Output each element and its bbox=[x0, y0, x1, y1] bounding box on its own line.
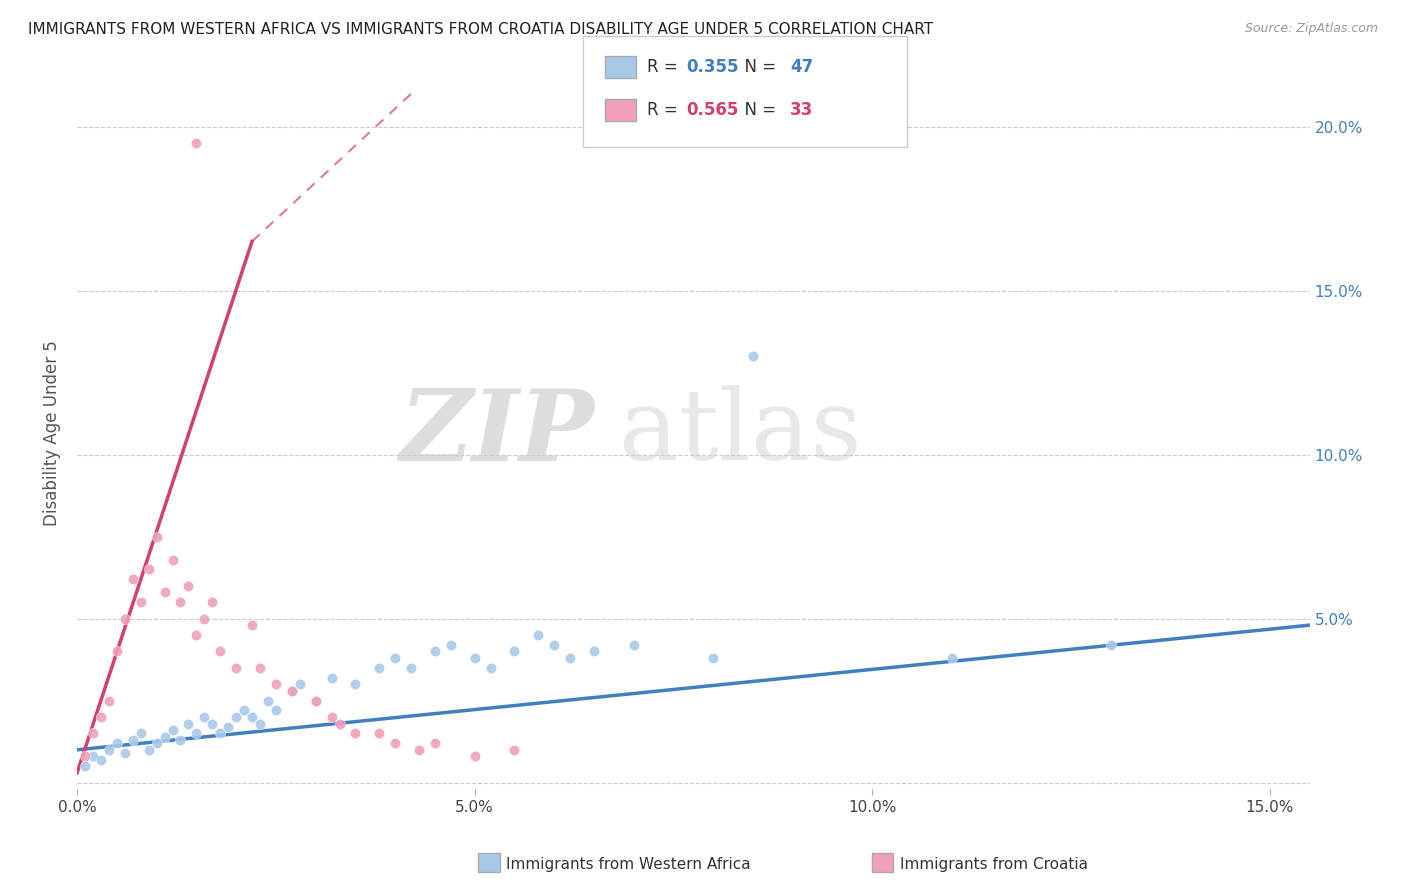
Point bbox=[321, 710, 343, 724]
Point bbox=[162, 723, 184, 738]
Point bbox=[177, 716, 200, 731]
Point bbox=[73, 759, 96, 773]
Point bbox=[344, 726, 367, 740]
Point bbox=[145, 736, 167, 750]
Point bbox=[240, 618, 263, 632]
Text: 47: 47 bbox=[790, 58, 814, 76]
Text: IMMIGRANTS FROM WESTERN AFRICA VS IMMIGRANTS FROM CROATIA DISABILITY AGE UNDER 5: IMMIGRANTS FROM WESTERN AFRICA VS IMMIGR… bbox=[28, 22, 934, 37]
Text: 0.565: 0.565 bbox=[686, 101, 738, 119]
Point bbox=[344, 677, 367, 691]
Point bbox=[114, 611, 136, 625]
Point bbox=[1099, 638, 1122, 652]
Point bbox=[249, 661, 271, 675]
Point bbox=[543, 638, 565, 652]
Point bbox=[129, 595, 152, 609]
Point bbox=[368, 661, 391, 675]
Text: R =: R = bbox=[647, 58, 683, 76]
Point bbox=[193, 611, 215, 625]
Text: Immigrants from Croatia: Immigrants from Croatia bbox=[900, 857, 1088, 871]
Point bbox=[503, 743, 526, 757]
Point bbox=[264, 677, 287, 691]
Point bbox=[201, 716, 224, 731]
Point bbox=[97, 743, 120, 757]
Text: Immigrants from Western Africa: Immigrants from Western Africa bbox=[506, 857, 751, 871]
Point bbox=[702, 651, 724, 665]
Point bbox=[186, 136, 208, 150]
Point bbox=[193, 710, 215, 724]
Point bbox=[328, 716, 350, 731]
Point bbox=[169, 733, 191, 747]
Point bbox=[105, 736, 128, 750]
Point bbox=[138, 562, 160, 576]
Point bbox=[209, 726, 232, 740]
Text: 0.355: 0.355 bbox=[686, 58, 738, 76]
Point bbox=[464, 749, 486, 764]
Text: N =: N = bbox=[734, 58, 782, 76]
Point bbox=[162, 552, 184, 566]
Point bbox=[186, 726, 208, 740]
Point bbox=[623, 638, 645, 652]
Point bbox=[169, 595, 191, 609]
Point bbox=[479, 661, 502, 675]
Point bbox=[73, 749, 96, 764]
Point bbox=[225, 661, 247, 675]
Point bbox=[217, 720, 239, 734]
Point bbox=[121, 733, 143, 747]
Y-axis label: Disability Age Under 5: Disability Age Under 5 bbox=[44, 341, 60, 526]
Text: Source: ZipAtlas.com: Source: ZipAtlas.com bbox=[1244, 22, 1378, 36]
Point bbox=[503, 644, 526, 658]
Point bbox=[321, 671, 343, 685]
Point bbox=[399, 661, 422, 675]
Point bbox=[186, 628, 208, 642]
Point bbox=[368, 726, 391, 740]
Point bbox=[201, 595, 224, 609]
Point bbox=[129, 726, 152, 740]
Point bbox=[177, 579, 200, 593]
Point bbox=[288, 677, 311, 691]
Point bbox=[423, 644, 446, 658]
Text: R =: R = bbox=[647, 101, 683, 119]
Point bbox=[82, 726, 104, 740]
Point bbox=[97, 693, 120, 707]
Point bbox=[121, 572, 143, 586]
Text: atlas: atlas bbox=[620, 385, 862, 481]
Point bbox=[114, 746, 136, 760]
Point bbox=[408, 743, 430, 757]
Text: N =: N = bbox=[734, 101, 782, 119]
Point bbox=[105, 644, 128, 658]
Point bbox=[225, 710, 247, 724]
Point bbox=[305, 693, 328, 707]
Point bbox=[558, 651, 581, 665]
Point bbox=[582, 644, 605, 658]
Point bbox=[264, 703, 287, 717]
Point bbox=[384, 651, 406, 665]
Text: 33: 33 bbox=[790, 101, 814, 119]
Point bbox=[384, 736, 406, 750]
Point bbox=[281, 683, 304, 698]
Text: ZIP: ZIP bbox=[399, 385, 595, 482]
Point bbox=[464, 651, 486, 665]
Point bbox=[90, 753, 112, 767]
Point bbox=[257, 693, 280, 707]
Point bbox=[305, 693, 328, 707]
Point bbox=[440, 638, 463, 652]
Point bbox=[153, 585, 176, 599]
Point bbox=[209, 644, 232, 658]
Point bbox=[281, 683, 304, 698]
Point bbox=[742, 349, 765, 363]
Point bbox=[941, 651, 963, 665]
Point bbox=[249, 716, 271, 731]
Point bbox=[233, 703, 256, 717]
Point bbox=[145, 530, 167, 544]
Point bbox=[527, 628, 550, 642]
Point bbox=[90, 710, 112, 724]
Point bbox=[240, 710, 263, 724]
Point bbox=[138, 743, 160, 757]
Point bbox=[82, 749, 104, 764]
Point bbox=[423, 736, 446, 750]
Point bbox=[153, 730, 176, 744]
